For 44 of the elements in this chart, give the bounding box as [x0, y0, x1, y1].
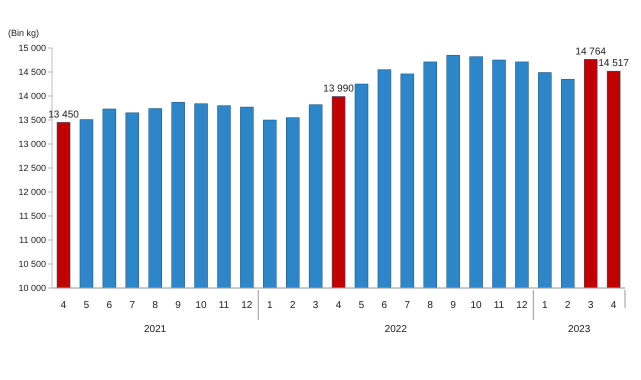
- x-tick-label: 11: [494, 300, 505, 311]
- data-label: 14 517: [598, 58, 630, 70]
- x-tick-label: 3: [588, 300, 594, 311]
- y-tick-label: 10 000: [18, 283, 46, 293]
- text: 2021: [144, 324, 167, 335]
- y-tick-label: 10 500: [18, 259, 46, 269]
- x-tick-label: 10: [470, 300, 482, 311]
- x-tick-label: 5: [358, 300, 365, 311]
- x-tick-label: 1: [542, 300, 548, 311]
- y-axis-title: (Bin kg): [8, 28, 40, 38]
- text: 2022: [384, 324, 408, 335]
- x-tick-label: 10: [195, 300, 207, 311]
- text: 2023: [568, 324, 591, 335]
- x-tick-label: 7: [129, 300, 136, 311]
- y-tick-label: 13 000: [18, 139, 46, 149]
- y-tick-label: 14 000: [18, 91, 46, 101]
- y-tick-label: 11 000: [19, 235, 46, 245]
- data-label: 14 764: [575, 46, 606, 58]
- y-tick-label: 14 500: [18, 67, 46, 77]
- x-tick-label: 6: [106, 300, 113, 311]
- x-tick-label: 11: [218, 300, 230, 311]
- x-tick-label: 1: [266, 300, 273, 311]
- x-tick-label: 4: [60, 300, 67, 311]
- y-tick-label: 15 000: [18, 43, 46, 53]
- x-tick-label: 12: [241, 300, 253, 311]
- x-tick-label: 2: [290, 300, 296, 311]
- x-tick-label: 9: [175, 300, 182, 311]
- x-tick-label: 7: [404, 300, 410, 311]
- data-label: 13 450: [48, 109, 80, 120]
- x-tick-label: 9: [450, 300, 456, 311]
- y-tick-label: 13 500: [18, 115, 46, 125]
- data-label: 13 990: [323, 83, 354, 94]
- x-tick-label: 6: [382, 300, 388, 311]
- x-tick-label: 12: [516, 300, 528, 311]
- x-tick-label: 2: [564, 300, 571, 311]
- y-tick-label: 12 000: [18, 187, 46, 197]
- x-tick-label: 8: [427, 300, 434, 311]
- y-tick-label: 12 500: [18, 163, 46, 173]
- x-tick-label: 5: [84, 300, 90, 311]
- x-tick-label: 4: [336, 300, 342, 311]
- y-tick-label: 11 500: [19, 211, 46, 221]
- x-tick-label: 4: [610, 300, 617, 311]
- x-tick-label: 3: [312, 300, 319, 311]
- x-tick-label: 8: [152, 300, 158, 311]
